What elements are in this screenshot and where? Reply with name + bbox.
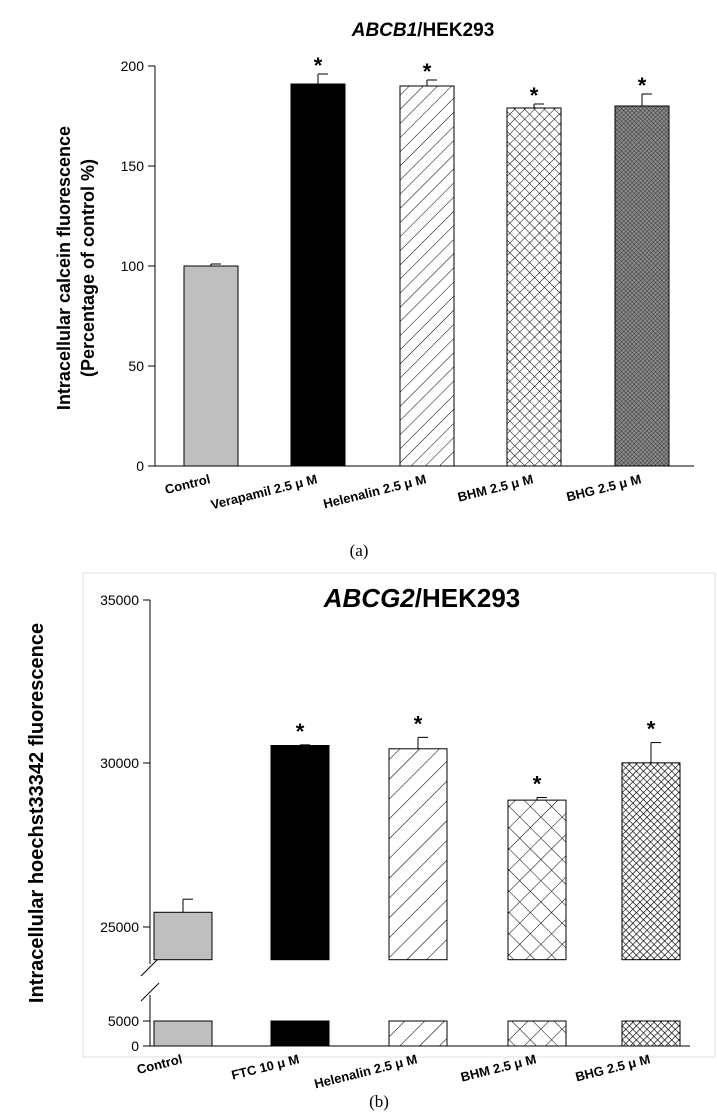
chart-a-bars: * * * * [183,53,670,467]
chart-a-title-italic: ABCB1 [351,20,417,41]
chart-a-y-axis-title-line2: (Percentage of control %) [78,159,98,377]
chart-a-tick-label: 50 [128,358,144,374]
chart-b-y-axis-title: Intracellular hoechst33342 fluorescence [26,623,48,1003]
chart-a-significance-star: * [423,59,432,84]
chart-a-panel-label: (a) [350,541,369,560]
chart-b-title: ABCG2/HEK293 [323,583,521,613]
chart-b-bar [153,911,213,961]
chart-a-tick-label: 200 [121,58,145,74]
chart-b-ticks: 0 5000 25000 30000 35000 [100,592,150,1054]
chart-b-bar-lower [153,1020,213,1047]
chart-b-bar [270,745,330,961]
chart-b-tick-label: 30000 [100,755,139,771]
chart-a-significance-star: * [530,83,539,108]
chart-a-significance-star: * [314,53,323,78]
chart-a-tick-label: 150 [121,158,145,174]
chart-a-y-axis-title-line1: Intracellular calcein fluorescence [54,126,74,410]
chart-b-bar [388,748,448,961]
chart-a-category-label: Verapamil 2.5 μ M [209,471,319,512]
chart-a-bar [399,85,455,467]
chart-a: ABCB1/HEK293 Intracellular calcein fluor… [54,20,694,560]
chart-b-category-label: BHG 2.5 μ M [574,1051,652,1084]
chart-b-title-rest: /HEK293 [415,583,521,613]
chart-b-bars: * * * * [153,711,681,1047]
chart-b-axis-break-line [140,957,160,977]
chart-b-significance-star: * [647,717,656,742]
chart-a-significance-star: * [638,73,647,98]
chart-b-frame [82,572,716,1058]
chart-b-tick-label: 5000 [108,1013,139,1029]
chart-b-tick-label: 35000 [100,592,139,608]
chart-b-title-italic: ABCG2 [323,583,416,613]
chart-a-category-label: Control [163,471,211,497]
chart-b-bar-lower [621,1020,681,1047]
chart-a-title-rest: /HEK293 [417,20,494,41]
chart-a-category-label: BHG 2.5 μ M [565,471,643,504]
chart-b-category-label: Control [135,1051,183,1077]
chart-a-category-label: BHM 2.5 μ M [456,471,535,504]
chart-b-bar-lower [270,1020,330,1047]
chart-a-tick-label: 0 [136,458,144,474]
chart-a-tick-label: 100 [121,258,145,274]
chart-b-significance-star: * [414,711,423,736]
chart-b-category-label: FTC 10 μ M [230,1051,301,1082]
chart-b-axis-break-line [140,982,160,1002]
chart-b: ABCG2/HEK293 Intracellular hoechst33342 … [26,572,716,1111]
chart-b-axis-break-marker [140,957,160,1002]
chart-b-bar [621,762,681,961]
chart-a-bar [506,107,562,467]
chart-a-ticks: 0 50 100 150 200 [121,58,155,474]
chart-a-bar [183,265,239,467]
chart-b-bar [507,799,567,961]
chart-b-bar-lower [507,1020,567,1047]
chart-b-category-label: BHM 2.5 μ M [459,1051,538,1084]
chart-b-tick-label: 0 [131,1038,139,1054]
chart-a-title: ABCB1/HEK293 [351,20,495,41]
chart-a-category-labels: Control Verapamil 2.5 μ M Helenalin 2.5 … [163,471,642,512]
chart-a-bar [290,83,346,467]
chart-b-bar-lower [388,1020,448,1047]
chart-a-category-label: Helenalin 2.5 μ M [322,471,428,511]
chart-b-significance-star: * [296,719,305,744]
chart-b-panel-label: (b) [369,1092,389,1111]
chart-b-tick-label: 25000 [100,919,139,935]
chart-a-bar [614,105,670,467]
chart-b-significance-star: * [533,772,542,797]
